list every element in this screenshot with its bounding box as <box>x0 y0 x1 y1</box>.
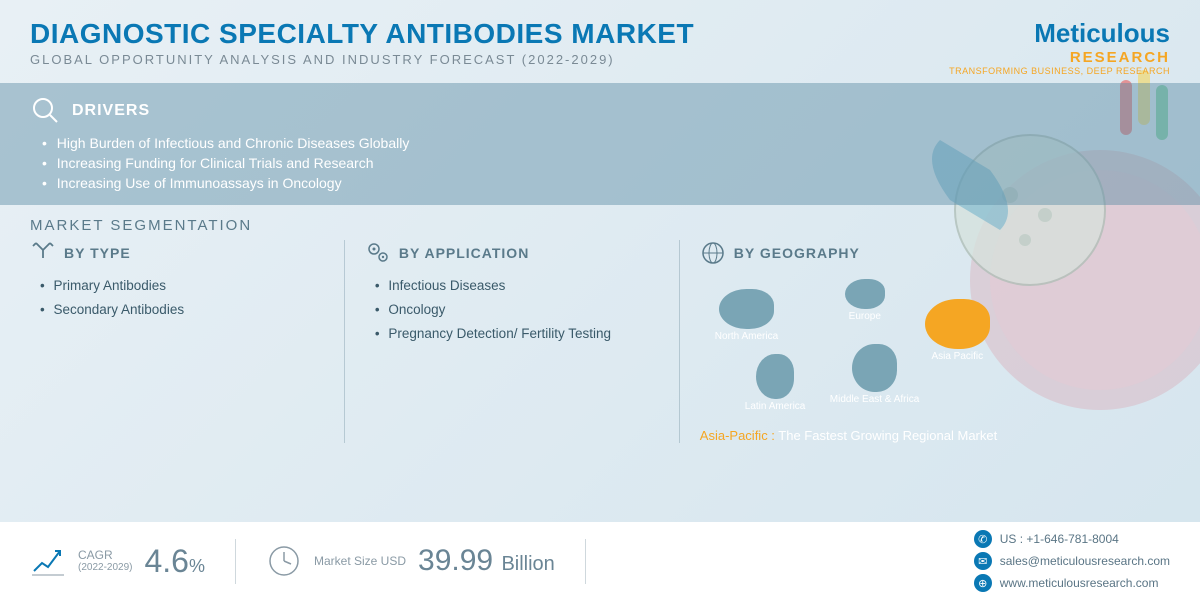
market-size-label: Market Size USD <box>314 554 406 568</box>
gears-icon <box>365 240 391 266</box>
infographic-container: DIAGNOSTIC SPECIALTY ANTIBODIES MARKET G… <box>0 0 1200 600</box>
column-divider <box>679 240 680 443</box>
cagr-label: CAGR (2022-2029) <box>78 548 132 574</box>
footer-divider <box>235 539 236 584</box>
growth-chart-icon <box>30 543 66 579</box>
logo-text: Meticulous <box>949 18 1170 49</box>
antibody-icon <box>30 240 56 266</box>
footer-divider <box>585 539 586 584</box>
market-size-block: Market Size USD 39.99 Billion <box>266 543 555 579</box>
web-icon: ⊕ <box>974 574 992 592</box>
contact-email: ✉ sales@meticulousresearch.com <box>974 552 1170 570</box>
list-item: Infectious Diseases <box>375 274 659 298</box>
region-latin-america: Latin America <box>745 354 806 412</box>
drivers-list: High Burden of Infectious and Chronic Di… <box>30 127 1170 193</box>
by-geography-header: BY GEOGRAPHY <box>700 240 1170 266</box>
region-north-america: North America <box>715 289 778 342</box>
geography-note: Asia-Pacific : The Fastest Growing Regio… <box>700 428 1170 443</box>
list-item: Secondary Antibodies <box>40 298 324 322</box>
logo-text-accent: RESEARCH <box>949 49 1170 66</box>
clock-icon <box>266 543 302 579</box>
region-asia-pacific: Asia Pacific <box>925 299 990 362</box>
contact-web: ⊕ www.meticulousresearch.com <box>974 574 1170 592</box>
list-item: Increasing Funding for Clinical Trials a… <box>42 153 1170 173</box>
drivers-label: DRIVERS <box>72 102 150 120</box>
by-type-label: BY TYPE <box>64 245 131 261</box>
brand-logo: Meticulous RESEARCH TRANSFORMING BUSINES… <box>949 18 1170 76</box>
drivers-panel: DRIVERS High Burden of Infectious and Ch… <box>0 83 1200 205</box>
list-item: High Burden of Infectious and Chronic Di… <box>42 133 1170 153</box>
segmentation-title: MARKET SEGMENTATION <box>0 205 1200 240</box>
by-application-label: BY APPLICATION <box>399 245 529 261</box>
by-geography-label: BY GEOGRAPHY <box>734 245 860 261</box>
by-type-header: BY TYPE <box>30 240 324 266</box>
list-item: Increasing Use of Immunoassays in Oncolo… <box>42 173 1170 193</box>
mail-icon: ✉ <box>974 552 992 570</box>
by-geography-column: BY GEOGRAPHY North America Latin America… <box>700 240 1170 443</box>
by-application-header: BY APPLICATION <box>365 240 659 266</box>
list-item: Primary Antibodies <box>40 274 324 298</box>
contact-block: ✆ US : +1-646-781-8004 ✉ sales@meticulou… <box>974 530 1170 592</box>
logo-tagline: TRANSFORMING BUSINESS, DEEP RESEARCH <box>949 66 1170 76</box>
globe-icon <box>700 240 726 266</box>
drivers-header: DRIVERS <box>30 95 1170 127</box>
cagr-block: CAGR (2022-2029) 4.6% <box>30 543 205 580</box>
world-map: North America Latin America Europe Middl… <box>700 274 1170 424</box>
cagr-value: 4.6% <box>144 543 205 580</box>
footer-bar: CAGR (2022-2029) 4.6% Market Size USD 39… <box>0 522 1200 600</box>
list-item: Oncology <box>375 298 659 322</box>
segmentation-columns: BY TYPE Primary Antibodies Secondary Ant… <box>0 240 1200 443</box>
by-type-column: BY TYPE Primary Antibodies Secondary Ant… <box>30 240 324 443</box>
region-europe: Europe <box>845 279 885 322</box>
contact-phone: ✆ US : +1-646-781-8004 <box>974 530 1170 548</box>
phone-icon: ✆ <box>974 530 992 548</box>
list-item: Pregnancy Detection/ Fertility Testing <box>375 322 659 346</box>
magnifier-icon <box>30 95 62 127</box>
market-size-value: 39.99 Billion <box>418 544 555 578</box>
by-type-list: Primary Antibodies Secondary Antibodies <box>30 274 324 322</box>
by-application-column: BY APPLICATION Infectious Diseases Oncol… <box>365 240 659 443</box>
by-application-list: Infectious Diseases Oncology Pregnancy D… <box>365 274 659 347</box>
column-divider <box>344 240 345 443</box>
region-mea: Middle East & Africa <box>830 344 919 405</box>
